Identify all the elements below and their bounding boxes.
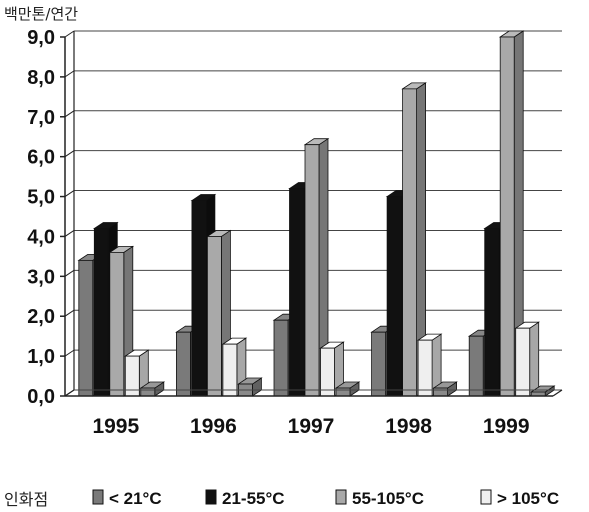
legend-item: 21-55°C — [205, 489, 285, 508]
y-axis-unit-label: 백만톤/연간 — [4, 5, 78, 23]
bars — [77, 30, 556, 397]
bar — [334, 381, 361, 397]
legend-label: > 105°C — [497, 489, 559, 508]
y-tick-label: 4,0 — [27, 226, 55, 248]
y-tick-label: 9,0 — [27, 27, 55, 49]
category-label: 1997 — [288, 415, 335, 438]
legend-item: > 105°C — [480, 489, 559, 508]
y-tick-label: 5,0 — [27, 187, 55, 209]
legend-label: 55-105°C — [352, 489, 424, 508]
y-tick-label: 6,0 — [27, 147, 55, 169]
category-label: 1999 — [483, 415, 530, 438]
category-label: 1996 — [190, 415, 237, 438]
legend: 인화점 < 21°C 21-55°C 55-105°C > 105°C — [4, 489, 559, 509]
y-tick-labels: 0,0 1,0 2,0 3,0 4,0 5,0 6,0 7,0 8,0 9,0 — [27, 27, 55, 408]
category-label: 1995 — [92, 415, 139, 438]
bar — [319, 341, 345, 397]
legend-title: 인화점 — [4, 490, 48, 509]
bar — [498, 30, 525, 397]
category-label: 1998 — [385, 415, 432, 438]
y-tick-label: 1,0 — [27, 346, 55, 368]
y-tick-label: 8,0 — [27, 67, 55, 89]
category-labels: 1995 1996 1997 1998 1999 — [92, 415, 529, 438]
legend-label: < 21°C — [109, 489, 162, 508]
y-tick-label: 0,0 — [27, 386, 55, 408]
legend-label: 21-55°C — [222, 489, 285, 508]
axes — [60, 30, 563, 397]
bar — [514, 321, 541, 397]
legend-item: < 21°C — [92, 489, 162, 508]
y-tick-label: 2,0 — [27, 306, 55, 328]
bar — [432, 381, 458, 397]
legend-item: 55-105°C — [335, 489, 424, 508]
y-tick-label: 7,0 — [27, 107, 55, 129]
bar — [529, 385, 556, 397]
y-tick-label: 3,0 — [27, 266, 55, 288]
